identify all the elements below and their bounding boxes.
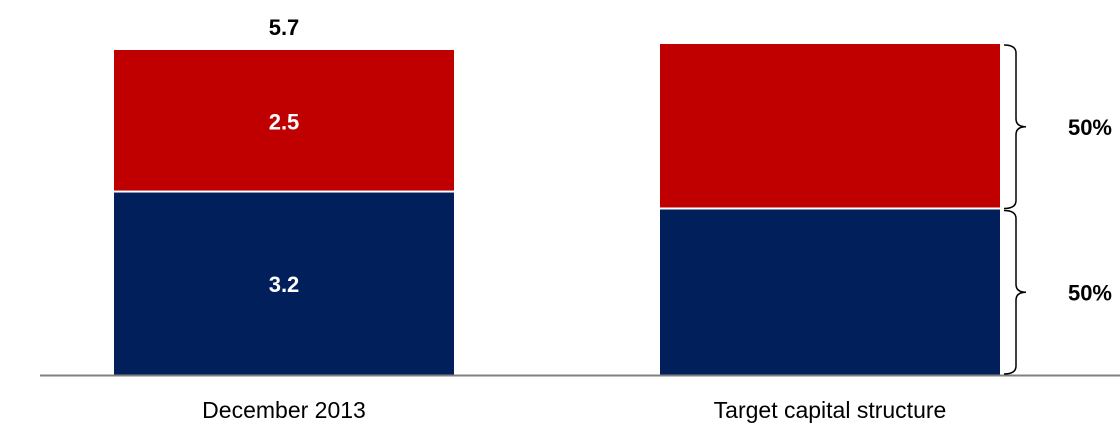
data-label-bar2-segment-1: 50%: [1068, 280, 1112, 305]
data-label-bar1-segment-1: 3.2: [269, 272, 300, 297]
data-label-bar1-total: 5.7: [269, 15, 300, 40]
category-label-2: Target capital structure: [714, 397, 947, 423]
data-label-bar1-segment-2: 2.5: [269, 109, 300, 134]
data-label-bar2-segment-2: 50%: [1068, 115, 1112, 140]
bar-segment-2-2: [660, 44, 1000, 208]
category-label-1: December 2013: [202, 397, 366, 423]
bar-segment-2-1: [660, 209, 1000, 375]
bracket-bar2-segment-2: [1003, 44, 1027, 210]
bracket-bar2-segment-1: [1003, 209, 1027, 375]
bar-segment-1-1: [114, 192, 454, 375]
bar-segment-1-2: [114, 50, 454, 191]
